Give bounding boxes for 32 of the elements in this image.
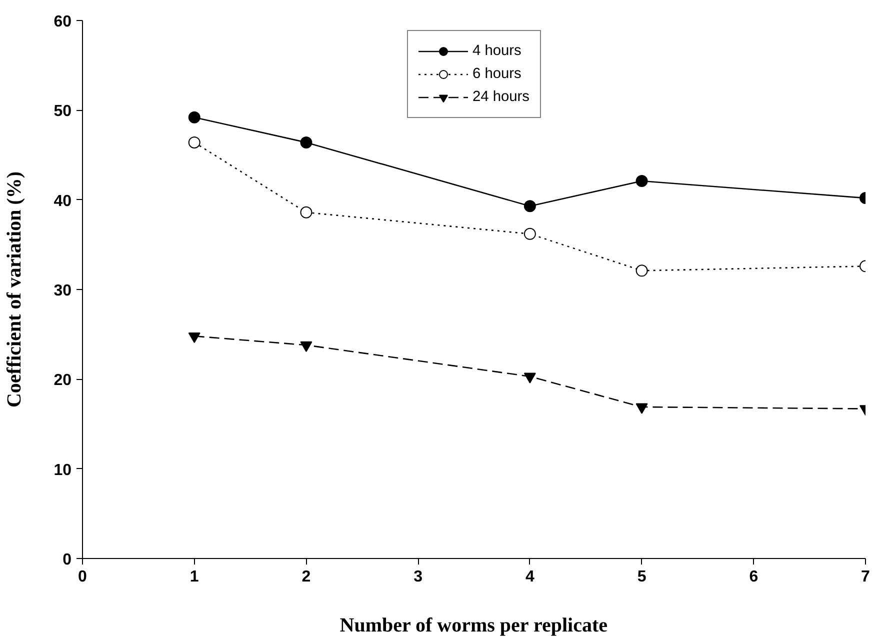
point — [636, 403, 648, 414]
point — [636, 264, 648, 277]
legend-label: 24 hours — [472, 89, 530, 105]
y-tick-label: 40 — [54, 192, 72, 210]
legend-label: 6 hours — [472, 66, 522, 82]
y-tick-label: 0 — [62, 552, 72, 568]
y-tick-label: 30 — [54, 282, 72, 300]
point — [524, 372, 536, 384]
x-tick-label: 3 — [414, 568, 423, 586]
point — [188, 111, 200, 124]
point — [300, 206, 312, 218]
point — [636, 175, 648, 187]
point — [300, 136, 312, 148]
point — [188, 332, 200, 343]
x-tick-label: 2 — [302, 568, 311, 586]
point — [300, 341, 312, 352]
x-tick-label: 7 — [861, 568, 870, 586]
y-tick-label: 20 — [54, 372, 72, 390]
point — [188, 136, 200, 148]
x-tick-label: 1 — [190, 568, 199, 586]
point — [524, 200, 536, 212]
x-tick-label: 0 — [78, 568, 88, 586]
point — [524, 228, 536, 240]
x-tick-label: 5 — [637, 568, 646, 586]
x-tick-label: 6 — [749, 568, 758, 586]
y-axis-title: Coefficient of variation (%) — [4, 171, 26, 408]
x-axis-title: Number of worms per replicate — [340, 614, 608, 636]
y-tick-label: 10 — [54, 462, 72, 479]
y-tick-label: 60 — [54, 14, 72, 30]
x-tick-label: 4 — [525, 568, 534, 586]
legend-label: 4 hours — [472, 43, 522, 59]
y-tick-label: 50 — [54, 103, 72, 120]
